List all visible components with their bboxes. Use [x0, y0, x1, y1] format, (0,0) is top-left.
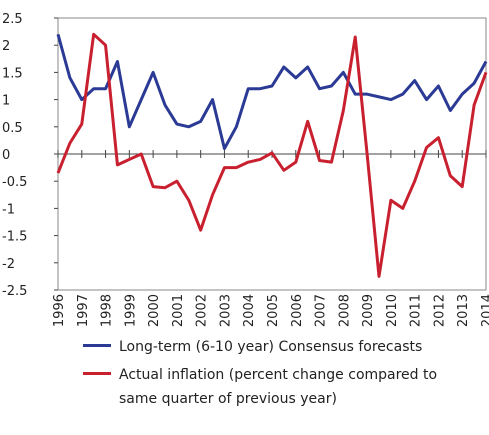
x-tick-label: 2004	[242, 294, 257, 327]
x-tick-label: 2005	[266, 294, 281, 327]
y-tick-label: 0	[2, 148, 10, 163]
series-line	[56, 33, 488, 151]
y-tick-label: 2	[2, 39, 10, 54]
x-tick-label: 1996	[52, 294, 67, 327]
x-tick-label: 2000	[147, 294, 162, 327]
x-tick-label: 2009	[361, 294, 376, 327]
x-tick-label: 2012	[432, 294, 447, 327]
y-tick-label: -1.5	[2, 230, 27, 245]
legend-label: Long-term (6-10 year) Consensus forecast…	[119, 339, 423, 355]
x-tick-label: 1998	[100, 294, 115, 327]
legend-label: Actual inflation (percent change compare…	[119, 367, 438, 407]
x-tick-label: 2013	[456, 294, 471, 327]
y-tick-label: 1	[2, 94, 10, 109]
x-tick-label: 2010	[385, 294, 400, 327]
y-tick-label: -1	[2, 202, 15, 217]
series-line	[56, 32, 488, 278]
chart: 2.5 2 1.5 1 0.5 0 -0.5 -1 -1.5 -2 -2.5 1996 1997 1998…	[2, 12, 489, 327]
x-tick-label: 2001	[171, 294, 186, 327]
x-tick-label: 2014	[480, 294, 489, 327]
y-tick-label: 1.5	[2, 66, 23, 81]
legend-swatch	[83, 372, 111, 375]
x-tick-label: 2007	[314, 294, 329, 327]
y-tick-label: -0.5	[2, 175, 27, 190]
y-tick-label: 2.5	[2, 12, 23, 27]
x-tick-label: 1999	[123, 294, 138, 327]
x-tick-label: 2006	[290, 294, 305, 327]
x-tick-label: 2002	[195, 294, 210, 327]
y-tick-label: 0.5	[2, 121, 23, 136]
y-tick-label: -2.5	[2, 284, 27, 299]
x-tick-label: 1997	[76, 294, 91, 327]
legend-swatch	[83, 344, 111, 347]
legend-entry: Actual inflation (percent change compare…	[83, 363, 483, 411]
x-tick-label: 2011	[409, 294, 424, 327]
x-tick-label: 2008	[337, 294, 352, 327]
y-tick-label: -2	[2, 257, 15, 272]
x-tick-label: 2003	[218, 294, 233, 327]
legend-entry: Long-term (6-10 year) Consensus forecast…	[83, 335, 483, 359]
